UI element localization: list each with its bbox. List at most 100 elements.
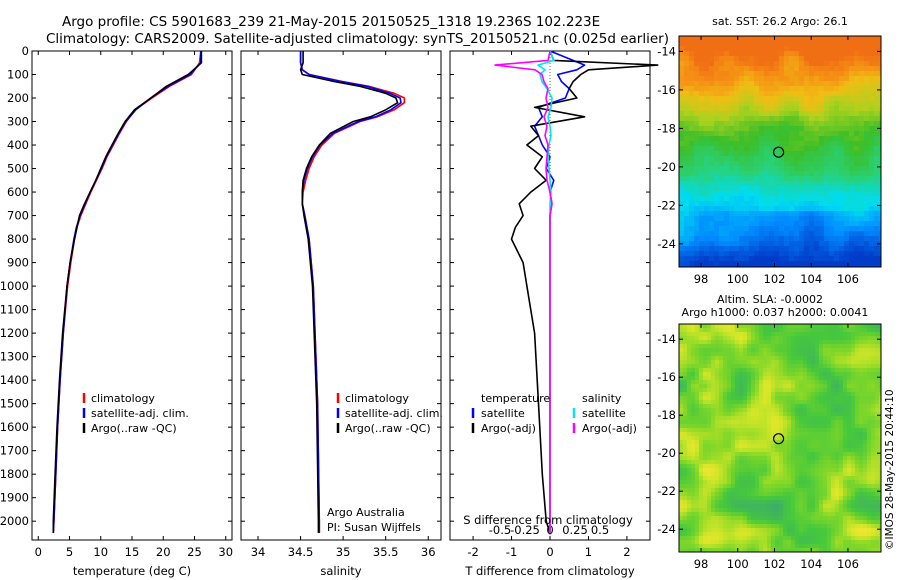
map-cell xyxy=(811,524,815,528)
map-cell xyxy=(804,36,809,41)
map-cell xyxy=(783,492,787,496)
map-cell xyxy=(694,256,699,261)
map-cell xyxy=(834,216,839,221)
map-cell xyxy=(687,436,691,440)
y-tick-label: -18 xyxy=(657,121,676,135)
map-cell xyxy=(814,161,819,166)
map-cell xyxy=(711,476,715,480)
map-cell xyxy=(824,86,829,91)
map-cell xyxy=(747,400,751,404)
map-cell xyxy=(714,46,719,51)
map-cell xyxy=(835,456,839,460)
map-cell xyxy=(875,484,879,488)
map-cell xyxy=(684,141,689,146)
map-cell xyxy=(759,468,763,472)
map-cell xyxy=(719,388,723,392)
map-cell xyxy=(763,424,767,428)
map-cell xyxy=(783,380,787,384)
map-cell xyxy=(849,61,854,66)
map-cell xyxy=(719,41,724,46)
map-cell xyxy=(683,496,687,500)
map-cell xyxy=(803,372,807,376)
map-cell xyxy=(729,61,734,66)
map-cell xyxy=(829,181,834,186)
map-cell xyxy=(755,356,759,360)
map-cell xyxy=(839,392,843,396)
map-cell xyxy=(811,428,815,432)
map-cell xyxy=(734,41,739,46)
map-cell xyxy=(807,484,811,488)
map-cell xyxy=(783,372,787,376)
map-cell xyxy=(814,216,819,221)
map-cell xyxy=(699,106,704,111)
map-cell xyxy=(879,171,881,176)
map-cell xyxy=(747,540,751,544)
map-cell xyxy=(859,368,863,372)
map-cell xyxy=(851,500,855,504)
map-cell xyxy=(783,516,787,520)
map-cell xyxy=(831,364,835,368)
map-cell xyxy=(849,151,854,156)
map-cell xyxy=(747,520,751,524)
map-cell xyxy=(769,146,774,151)
map-cell xyxy=(835,408,839,412)
map-cell xyxy=(859,51,864,56)
map-cell xyxy=(791,456,795,460)
map-cell xyxy=(803,512,807,516)
map-cell xyxy=(767,488,771,492)
map-cell xyxy=(794,221,799,226)
map-cell xyxy=(831,524,835,528)
map-cell xyxy=(795,456,799,460)
map-cell xyxy=(863,440,867,444)
map-cell xyxy=(843,468,847,472)
map-cell xyxy=(755,464,759,468)
map-cell xyxy=(807,516,811,520)
map-cell xyxy=(764,36,769,41)
map-cell xyxy=(799,324,803,328)
map-cell xyxy=(714,231,719,236)
map-cell xyxy=(827,412,831,416)
map-cell xyxy=(689,201,694,206)
map-cell xyxy=(747,356,751,360)
map-cell xyxy=(754,91,759,96)
map-cell xyxy=(755,396,759,400)
map-cell xyxy=(767,424,771,428)
map-cell xyxy=(724,216,729,221)
map-cell xyxy=(807,428,811,432)
map-cell xyxy=(751,352,755,356)
map-cell xyxy=(714,141,719,146)
map-cell xyxy=(703,484,707,488)
map-cell xyxy=(851,524,855,528)
map-cell xyxy=(775,528,779,532)
y-tick-label: 900 xyxy=(7,256,29,270)
map-cell xyxy=(855,448,859,452)
map-cell xyxy=(863,364,867,368)
map-cell xyxy=(879,226,881,231)
map-cell xyxy=(839,81,844,86)
map-cell xyxy=(799,388,803,392)
map-cell xyxy=(867,400,871,404)
map-cell xyxy=(849,216,854,221)
map-cell xyxy=(744,166,749,171)
map-cell xyxy=(803,508,807,512)
x-tick-label: 102 xyxy=(764,272,786,286)
map-cell xyxy=(704,206,709,211)
map-cell xyxy=(749,161,754,166)
x-tick-label: 100 xyxy=(727,272,749,286)
map-cell xyxy=(823,460,827,464)
map-cell xyxy=(767,388,771,392)
x-tick-label: 106 xyxy=(837,272,859,286)
map-cell xyxy=(843,432,847,436)
map-cell xyxy=(847,356,851,360)
map-cell xyxy=(859,432,863,436)
map-cell xyxy=(691,328,695,332)
map-cell xyxy=(694,261,699,266)
map-cell xyxy=(864,136,869,141)
map-cell xyxy=(679,436,683,440)
map-cell xyxy=(844,166,849,171)
map-cell xyxy=(723,364,727,368)
map-cell xyxy=(684,36,689,41)
map-cell xyxy=(707,356,711,360)
map-cell xyxy=(754,186,759,191)
map-cell xyxy=(704,76,709,81)
